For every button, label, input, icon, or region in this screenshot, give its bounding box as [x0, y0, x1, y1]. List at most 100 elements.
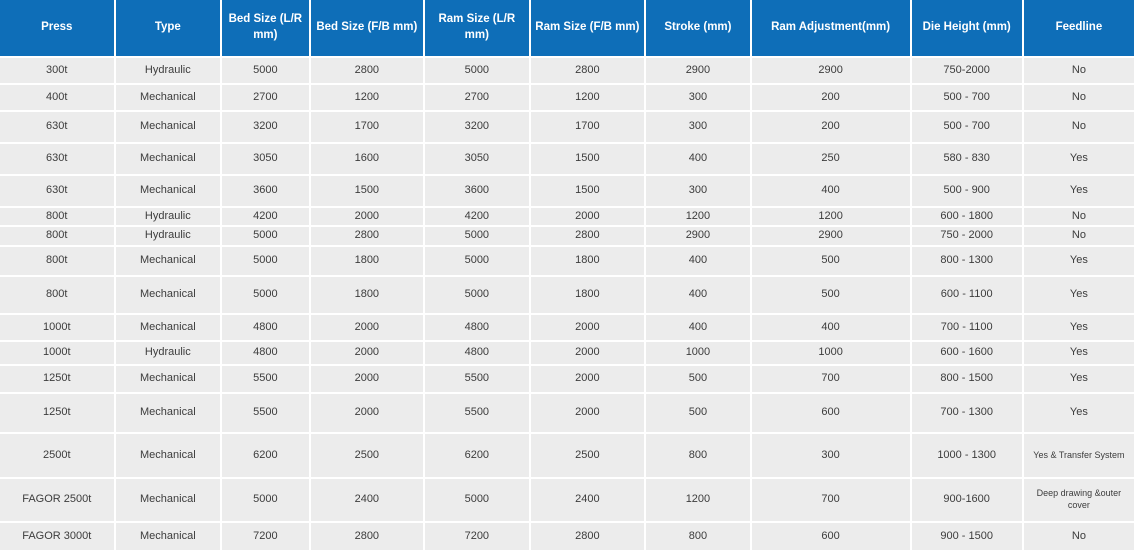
cell-ram-adjustment: 300 [749, 432, 912, 478]
cell-stroke: 2900 [644, 56, 752, 84]
table-row: 800t Mechanical 5000 1800 5000 1800 400 500 800 … [0, 245, 1134, 276]
cell-stroke: 1000 [644, 340, 752, 365]
cell-bed-size-fb: 2500 [308, 432, 426, 478]
cell-die-height: 900 - 1500 [909, 521, 1024, 550]
cell-press: 1000t [0, 313, 116, 341]
table-row: 800t Hydraulic 5000 2800 5000 2800 2900 2900 750… [0, 225, 1134, 246]
cell-press: 400t [0, 83, 116, 111]
cell-ram-adjustment: 400 [749, 313, 912, 341]
cell-ram-adjustment: 600 [749, 521, 912, 550]
cell-press: 800t [0, 225, 116, 246]
cell-feedline: Yes [1021, 245, 1134, 276]
cell-type: Mechanical [113, 110, 223, 143]
cell-ram-size-fb: 2000 [528, 313, 647, 341]
cell-die-height: 500 - 700 [909, 110, 1024, 143]
cell-ram-adjustment: 2900 [749, 225, 912, 246]
table-row: 630t Mechanical 3200 1700 3200 1700 300 200 500 … [0, 110, 1134, 143]
cell-bed-size-lr: 5500 [220, 392, 311, 433]
cell-press: 630t [0, 110, 116, 143]
cell-feedline: Yes [1021, 275, 1134, 314]
cell-bed-size-lr: 5000 [220, 275, 311, 314]
cell-bed-size-fb: 2400 [308, 477, 426, 522]
cell-stroke: 500 [644, 364, 752, 393]
cell-ram-size-lr: 3600 [423, 174, 531, 207]
table-row: 800t Hydraulic 4200 2000 4200 2000 1200 1200 600… [0, 206, 1134, 226]
cell-ram-adjustment: 1000 [749, 340, 912, 365]
cell-bed-size-lr: 5000 [220, 225, 311, 246]
cell-press: 800t [0, 245, 116, 276]
table-row: 300t Hydraulic 5000 2800 5000 2800 2900 2900 750… [0, 56, 1134, 84]
cell-bed-size-fb: 1500 [308, 174, 426, 207]
cell-bed-size-lr: 5000 [220, 477, 311, 522]
cell-press: 630t [0, 142, 116, 175]
cell-stroke: 400 [644, 275, 752, 314]
cell-bed-size-fb: 1700 [308, 110, 426, 143]
cell-type: Mechanical [113, 275, 223, 314]
cell-press: FAGOR 2500t [0, 477, 116, 522]
cell-stroke: 800 [644, 521, 752, 550]
cell-ram-adjustment: 400 [749, 174, 912, 207]
cell-press: 1250t [0, 364, 116, 393]
cell-feedline: No [1021, 110, 1134, 143]
cell-die-height: 600 - 1600 [909, 340, 1024, 365]
cell-ram-size-fb: 1800 [528, 245, 647, 276]
cell-ram-size-lr: 5000 [423, 245, 531, 276]
cell-bed-size-lr: 7200 [220, 521, 311, 550]
cell-bed-size-lr: 4800 [220, 340, 311, 365]
cell-ram-adjustment: 600 [749, 392, 912, 433]
cell-feedline: No [1021, 83, 1134, 111]
cell-type: Mechanical [113, 521, 223, 550]
cell-feedline: No [1021, 56, 1134, 84]
cell-type: Mechanical [113, 83, 223, 111]
cell-die-height: 750 - 2000 [909, 225, 1024, 246]
cell-feedline: No [1021, 225, 1134, 246]
cell-feedline: Yes [1021, 392, 1134, 433]
cell-die-height: 700 - 1300 [909, 392, 1024, 433]
cell-bed-size-lr: 3200 [220, 110, 311, 143]
cell-press: FAGOR 3000t [0, 521, 116, 550]
cell-type: Mechanical [113, 364, 223, 393]
cell-feedline: Yes & Transfer System [1021, 432, 1134, 478]
cell-press: 2500t [0, 432, 116, 478]
cell-ram-size-lr: 6200 [423, 432, 531, 478]
table-row: 630t Mechanical 3050 1600 3050 1500 400 250 580 … [0, 142, 1134, 175]
cell-stroke: 300 [644, 83, 752, 111]
table-row: 400t Mechanical 2700 1200 2700 1200 300 200 500 … [0, 83, 1134, 111]
cell-press: 300t [0, 56, 116, 84]
cell-ram-size-lr: 7200 [423, 521, 531, 550]
cell-ram-size-lr: 3050 [423, 142, 531, 175]
cell-bed-size-fb: 2800 [308, 521, 426, 550]
cell-die-height: 600 - 1800 [909, 206, 1024, 226]
cell-feedline: No [1021, 521, 1134, 550]
cell-ram-adjustment: 200 [749, 83, 912, 111]
cell-type: Mechanical [113, 174, 223, 207]
cell-bed-size-lr: 5500 [220, 364, 311, 393]
cell-ram-size-lr: 5500 [423, 364, 531, 393]
column-header-die-height: Die Height (mm) [909, 0, 1024, 57]
cell-ram-adjustment: 700 [749, 364, 912, 393]
cell-bed-size-fb: 2800 [308, 56, 426, 84]
header-row: Press Type Bed Size (L/R mm) Bed Size (F/B … [0, 0, 1134, 57]
cell-ram-size-fb: 1800 [528, 275, 647, 314]
cell-feedline: Yes [1021, 340, 1134, 365]
cell-die-height: 800 - 1300 [909, 245, 1024, 276]
cell-bed-size-fb: 1800 [308, 275, 426, 314]
table-row: 1000t Mechanical 4800 2000 4800 2000 400 400 700… [0, 313, 1134, 341]
cell-bed-size-fb: 2000 [308, 340, 426, 365]
cell-die-height: 500 - 700 [909, 83, 1024, 111]
cell-bed-size-fb: 2000 [308, 313, 426, 341]
cell-ram-size-fb: 1200 [528, 83, 647, 111]
cell-ram-size-lr: 5000 [423, 477, 531, 522]
cell-ram-size-lr: 5000 [423, 56, 531, 84]
table-row: 1250t Mechanical 5500 2000 5500 2000 500 700 800… [0, 364, 1134, 393]
cell-ram-adjustment: 200 [749, 110, 912, 143]
cell-ram-size-fb: 2000 [528, 206, 647, 226]
table-row: 630t Mechanical 3600 1500 3600 1500 300 400 500 … [0, 174, 1134, 207]
cell-ram-size-fb: 1500 [528, 174, 647, 207]
cell-press: 800t [0, 275, 116, 314]
cell-type: Hydraulic [113, 340, 223, 365]
cell-stroke: 800 [644, 432, 752, 478]
cell-type: Mechanical [113, 245, 223, 276]
cell-ram-size-fb: 1500 [528, 142, 647, 175]
cell-stroke: 500 [644, 392, 752, 433]
